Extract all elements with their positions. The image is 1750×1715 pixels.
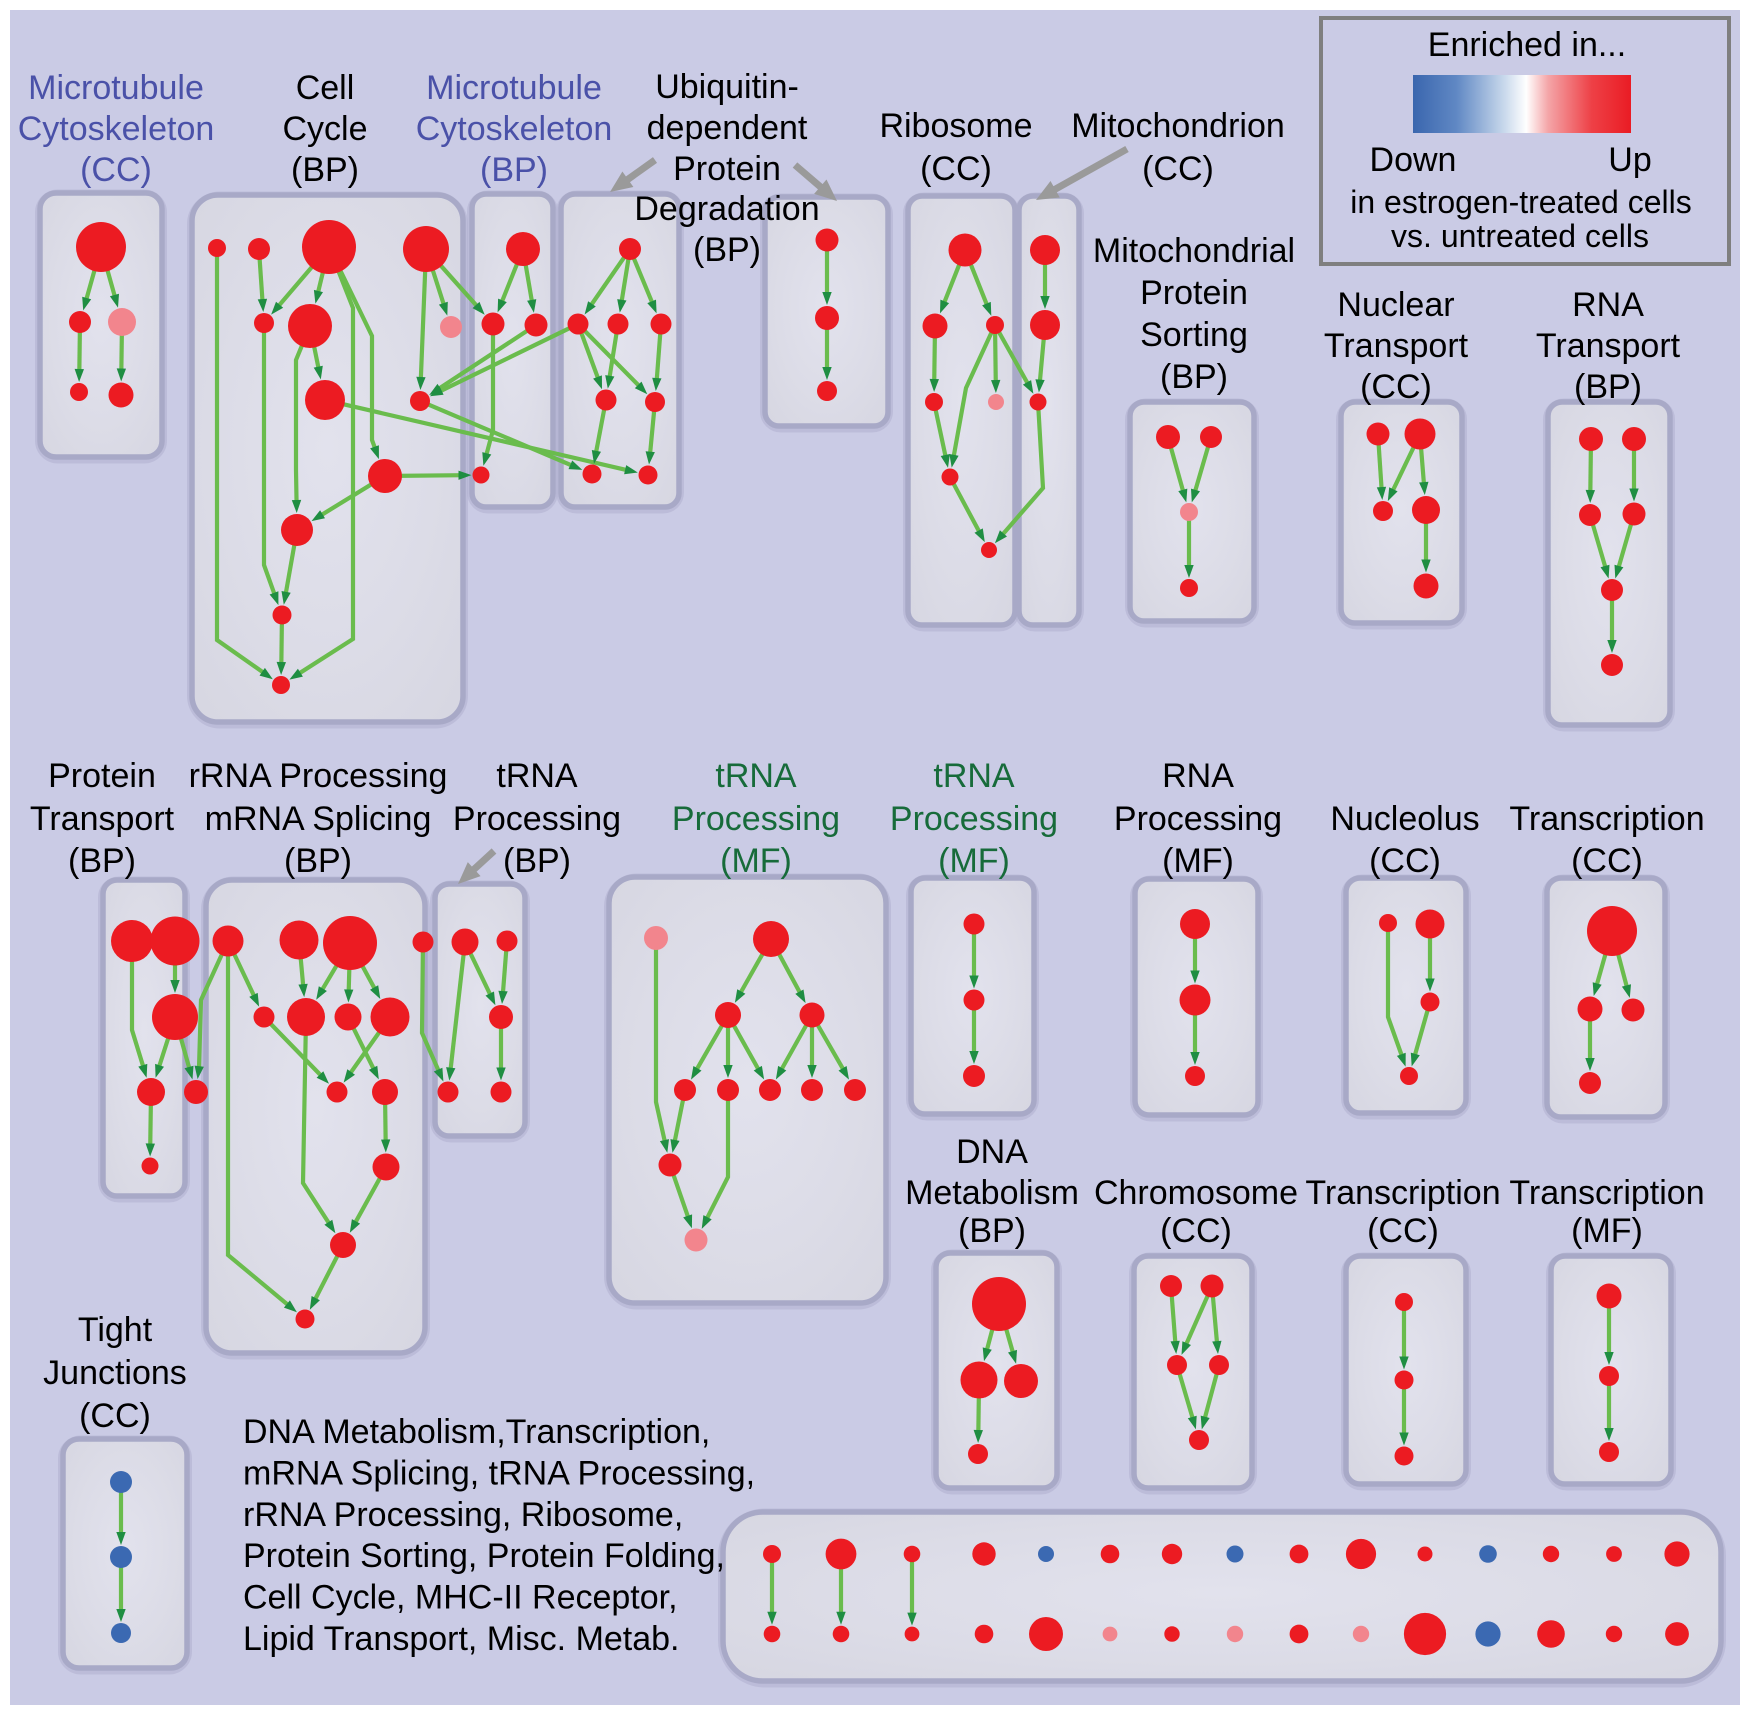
svg-text:Protein Sorting, Protein Foldi: Protein Sorting, Protein Folding, xyxy=(243,1537,725,1575)
svg-text:Cell: Cell xyxy=(296,69,355,107)
svg-text:(BP): (BP) xyxy=(291,151,359,189)
svg-text:DNA: DNA xyxy=(956,1133,1028,1171)
svg-text:Ubiquitin-: Ubiquitin- xyxy=(655,68,799,106)
svg-text:Cycle: Cycle xyxy=(282,110,367,148)
svg-text:(BP): (BP) xyxy=(693,231,761,269)
svg-text:Lipid Transport, Misc. Metab.: Lipid Transport, Misc. Metab. xyxy=(243,1620,680,1658)
svg-text:Mitochondrion: Mitochondrion xyxy=(1071,107,1285,145)
svg-text:Mitochondrial: Mitochondrial xyxy=(1093,232,1295,270)
svg-text:(MF): (MF) xyxy=(1162,842,1234,880)
svg-text:rRNA Processing, Ribosome,: rRNA Processing, Ribosome, xyxy=(243,1496,683,1534)
svg-text:Cell Cycle, MHC-II Receptor,: Cell Cycle, MHC-II Receptor, xyxy=(243,1579,678,1617)
svg-text:(CC): (CC) xyxy=(1571,842,1643,880)
svg-text:(BP): (BP) xyxy=(1574,368,1642,406)
svg-text:Down: Down xyxy=(1370,141,1457,179)
svg-text:Processing: Processing xyxy=(1114,800,1282,838)
svg-text:(BP): (BP) xyxy=(284,842,352,880)
svg-text:Processing: Processing xyxy=(453,800,621,838)
svg-text:Chromosome: Chromosome xyxy=(1094,1174,1298,1212)
svg-text:(BP): (BP) xyxy=(958,1212,1026,1250)
svg-text:mRNA Splicing: mRNA Splicing xyxy=(205,800,432,838)
svg-text:Degradation: Degradation xyxy=(634,190,819,228)
svg-text:RNA: RNA xyxy=(1162,757,1234,795)
svg-text:tRNA: tRNA xyxy=(933,757,1015,795)
svg-text:Microtubule: Microtubule xyxy=(426,69,602,107)
svg-text:Transport: Transport xyxy=(1324,327,1469,365)
svg-text:Cytoskeleton: Cytoskeleton xyxy=(18,110,215,148)
svg-text:Protein: Protein xyxy=(673,150,781,188)
svg-text:Enriched in...: Enriched in... xyxy=(1428,26,1626,64)
svg-text:Sorting: Sorting xyxy=(1140,316,1248,354)
svg-text:(CC): (CC) xyxy=(1360,368,1432,406)
svg-text:tRNA: tRNA xyxy=(496,757,578,795)
svg-text:(BP): (BP) xyxy=(68,842,136,880)
svg-text:Up: Up xyxy=(1608,141,1651,179)
svg-text:rRNA Processing: rRNA Processing xyxy=(189,757,448,795)
svg-text:(CC): (CC) xyxy=(1142,150,1214,188)
svg-text:Cytoskeleton: Cytoskeleton xyxy=(416,110,613,148)
svg-text:DNA Metabolism,Transcription,: DNA Metabolism,Transcription, xyxy=(243,1413,710,1451)
svg-text:(CC): (CC) xyxy=(920,150,992,188)
svg-text:(MF): (MF) xyxy=(938,842,1010,880)
svg-text:Transcription: Transcription xyxy=(1509,1174,1704,1212)
svg-text:(CC): (CC) xyxy=(1367,1212,1439,1250)
svg-text:(BP): (BP) xyxy=(503,842,571,880)
svg-text:(CC): (CC) xyxy=(1369,842,1441,880)
svg-text:Nuclear: Nuclear xyxy=(1337,286,1454,324)
svg-text:Processing: Processing xyxy=(672,800,840,838)
svg-text:tRNA: tRNA xyxy=(715,757,797,795)
svg-text:vs. untreated cells: vs. untreated cells xyxy=(1391,218,1649,254)
svg-text:Transcription: Transcription xyxy=(1509,800,1704,838)
svg-text:(CC): (CC) xyxy=(80,151,152,189)
svg-text:Ribosome: Ribosome xyxy=(879,107,1032,145)
svg-text:Protein: Protein xyxy=(1140,274,1248,312)
svg-text:Transport: Transport xyxy=(1536,327,1681,365)
svg-text:(MF): (MF) xyxy=(720,842,792,880)
svg-text:Junctions: Junctions xyxy=(43,1354,187,1392)
svg-text:RNA: RNA xyxy=(1572,286,1644,324)
svg-text:(MF): (MF) xyxy=(1571,1212,1643,1250)
svg-text:Microtubule: Microtubule xyxy=(28,69,204,107)
svg-text:Tight: Tight xyxy=(78,1311,153,1349)
svg-text:mRNA Splicing, tRNA Processing: mRNA Splicing, tRNA Processing, xyxy=(243,1454,755,1492)
svg-text:Transcription: Transcription xyxy=(1305,1174,1500,1212)
svg-text:(CC): (CC) xyxy=(1160,1212,1232,1250)
svg-text:Processing: Processing xyxy=(890,800,1058,838)
svg-text:(CC): (CC) xyxy=(79,1397,151,1435)
svg-text:(BP): (BP) xyxy=(1160,358,1228,396)
svg-text:dependent: dependent xyxy=(647,109,808,147)
svg-text:Nucleolus: Nucleolus xyxy=(1330,800,1479,838)
svg-text:(BP): (BP) xyxy=(480,151,548,189)
svg-text:Metabolism: Metabolism xyxy=(905,1174,1079,1212)
svg-text:Protein: Protein xyxy=(48,757,156,795)
svg-text:Transport: Transport xyxy=(30,800,175,838)
svg-text:in estrogen-treated cells: in estrogen-treated cells xyxy=(1350,184,1692,220)
